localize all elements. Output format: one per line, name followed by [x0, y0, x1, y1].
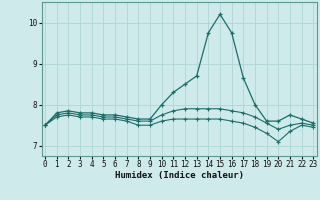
X-axis label: Humidex (Indice chaleur): Humidex (Indice chaleur) [115, 171, 244, 180]
